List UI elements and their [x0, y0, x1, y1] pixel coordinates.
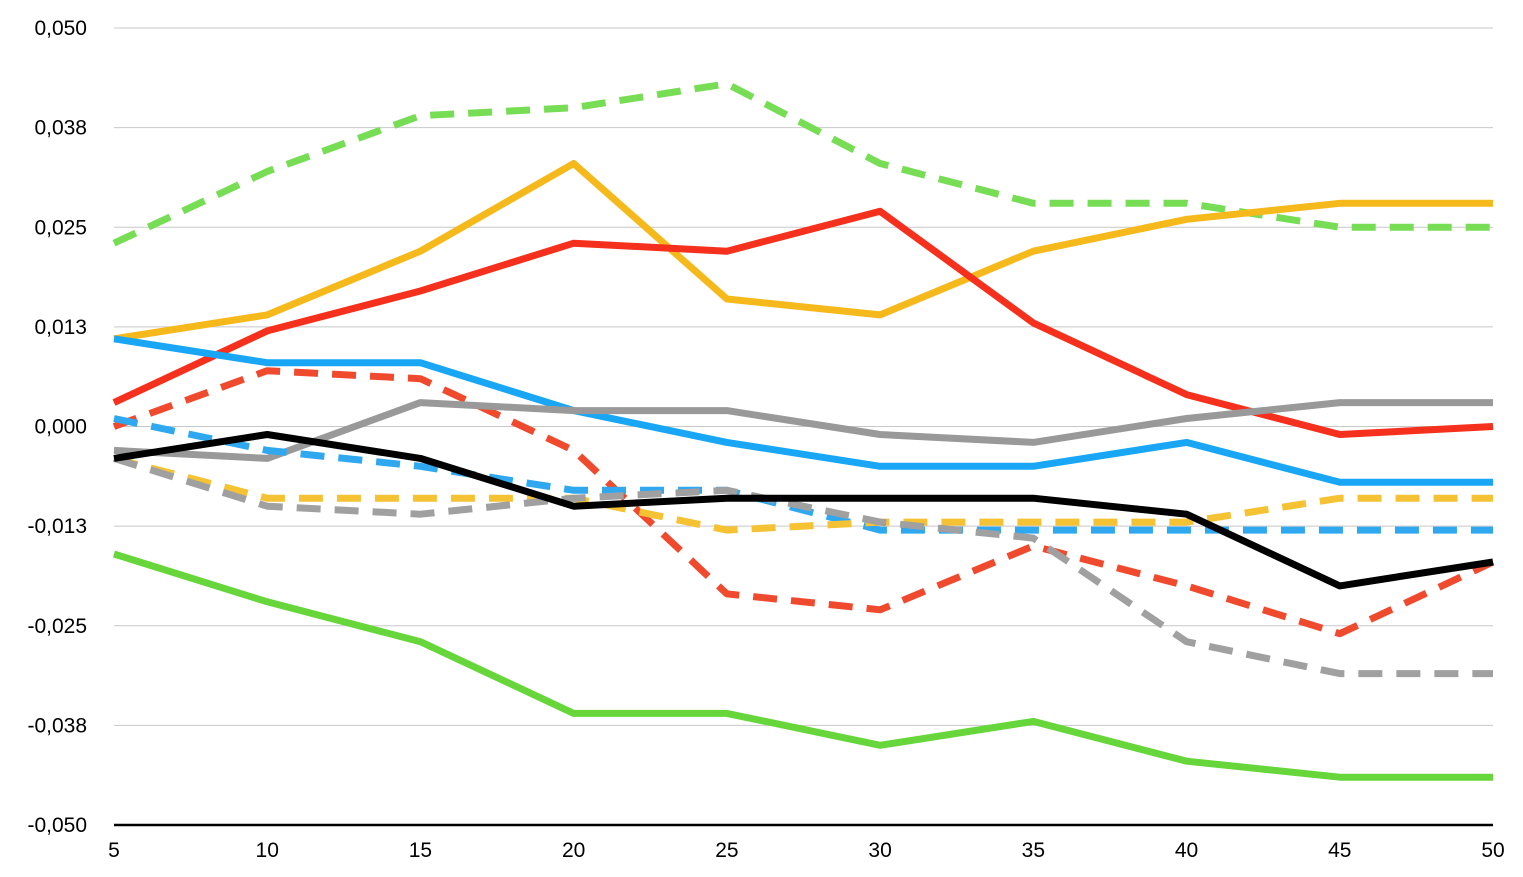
x-tick-label: 5 — [108, 839, 120, 862]
y-tick-label: -0,025 — [27, 615, 87, 638]
x-tick-label: 50 — [1481, 839, 1504, 862]
x-tick-label: 35 — [1022, 839, 1045, 862]
x-tick-label: 20 — [562, 839, 585, 862]
y-tick-label: 0,038 — [34, 117, 87, 140]
series-line-red-dashed — [112, 367, 1495, 638]
series-line-green-dashed — [112, 80, 1493, 247]
y-tick-label: 0,050 — [34, 17, 87, 40]
gridlines — [114, 27, 1493, 726]
x-tick-label: 15 — [409, 839, 432, 862]
x-tick-labels: 5 10 15 20 25 30 35 40 45 50 — [108, 839, 1505, 862]
x-tick-label: 45 — [1328, 839, 1351, 862]
series-line-red-solid — [112, 207, 1494, 438]
x-tick-label: 10 — [256, 839, 279, 862]
series-line-gray-solid — [113, 399, 1493, 462]
y-tick-label: 0,000 — [34, 416, 87, 439]
x-tick-label: 30 — [868, 839, 891, 862]
y-tick-label: -0,038 — [27, 714, 87, 737]
series-line-gray-dashed — [112, 455, 1493, 678]
series-lines — [112, 80, 1495, 781]
series-line-blue-dashed — [113, 415, 1493, 534]
y-tick-label: -0,050 — [27, 814, 87, 837]
y-tick-labels: 0,050 0,038 0,025 0,013 0,000 -0,013 -0,025 -0,… — [27, 17, 87, 837]
series-line-black-solid — [113, 431, 1494, 590]
y-tick-label: -0,013 — [27, 515, 87, 538]
x-tick-label: 25 — [715, 839, 738, 862]
x-tick-label: 40 — [1175, 839, 1198, 862]
series-line-green-solid — [112, 550, 1493, 781]
y-tick-label: 0,025 — [34, 216, 87, 239]
y-tick-label: 0,013 — [34, 316, 87, 339]
series-line-yellow-solid — [113, 160, 1493, 343]
series-line-blue-solid — [113, 335, 1493, 486]
series-line-yellow-dashed — [113, 455, 1493, 534]
